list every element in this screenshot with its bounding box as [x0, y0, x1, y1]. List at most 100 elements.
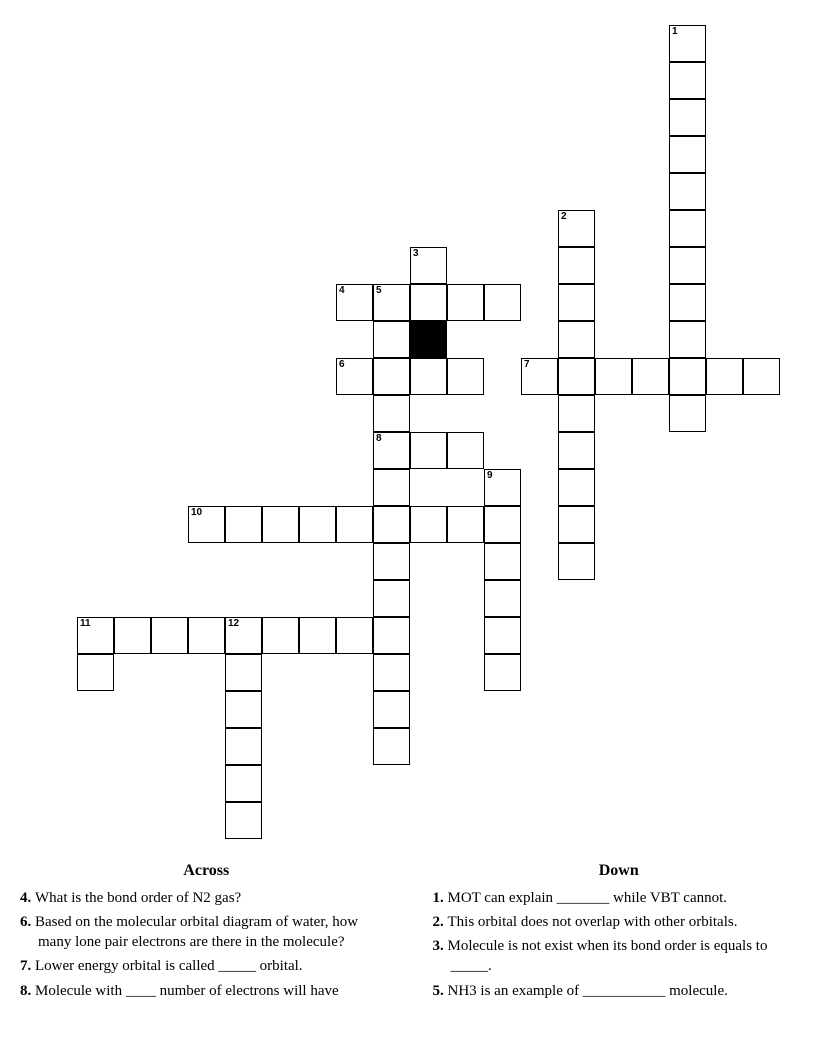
crossword-cell[interactable]: [373, 580, 410, 617]
across-list: 4. What is the bond order of N2 gas?6. B…: [20, 888, 393, 1001]
crossword-cell[interactable]: 5: [373, 284, 410, 321]
cell-number: 4: [339, 286, 345, 296]
crossword-cell[interactable]: [77, 654, 114, 691]
crossword-cell[interactable]: [373, 506, 410, 543]
crossword-cell[interactable]: [373, 395, 410, 432]
crossword-cell[interactable]: [447, 506, 484, 543]
crossword-cell[interactable]: [669, 173, 706, 210]
crossword-cell[interactable]: [669, 395, 706, 432]
clue-number: 6.: [20, 914, 35, 930]
cell-number: 1: [672, 27, 678, 37]
cell-number: 11: [80, 619, 91, 629]
crossword-cell[interactable]: [188, 617, 225, 654]
crossword-cell[interactable]: [484, 506, 521, 543]
crossword-cell[interactable]: [299, 617, 336, 654]
crossword-cell[interactable]: [558, 247, 595, 284]
crossword-cell[interactable]: [669, 358, 706, 395]
crossword-cell[interactable]: [447, 358, 484, 395]
clues-section: Across 4. What is the bond order of N2 g…: [20, 860, 805, 1005]
crossword-cell[interactable]: [595, 358, 632, 395]
clue-number: 1.: [433, 890, 448, 906]
crossword-cell[interactable]: [669, 210, 706, 247]
crossword-cell[interactable]: 11: [77, 617, 114, 654]
crossword-cell[interactable]: 7: [521, 358, 558, 395]
crossword-cell[interactable]: [669, 247, 706, 284]
crossword-cell[interactable]: 9: [484, 469, 521, 506]
crossword-cell[interactable]: [225, 654, 262, 691]
crossword-cell[interactable]: [669, 62, 706, 99]
crossword-cell[interactable]: [558, 469, 595, 506]
crossword-cell[interactable]: 8: [373, 432, 410, 469]
crossword-cell[interactable]: [114, 617, 151, 654]
crossword-cell[interactable]: [484, 654, 521, 691]
crossword-cell[interactable]: [373, 654, 410, 691]
clue-text: Lower energy orbital is called _____ orb…: [35, 958, 303, 974]
crossword-cell[interactable]: [558, 284, 595, 321]
crossword-cell[interactable]: [484, 580, 521, 617]
crossword-cell[interactable]: [225, 691, 262, 728]
cell-number: 5: [376, 286, 382, 296]
crossword-cell[interactable]: [410, 284, 447, 321]
crossword-cell[interactable]: [558, 395, 595, 432]
cell-number: 9: [487, 471, 493, 481]
crossword-cell[interactable]: [632, 358, 669, 395]
crossword-cell[interactable]: 4: [336, 284, 373, 321]
crossword-cell[interactable]: 3: [410, 247, 447, 284]
crossword-cell[interactable]: [484, 543, 521, 580]
crossword-cell[interactable]: 6: [336, 358, 373, 395]
crossword-cell[interactable]: [410, 506, 447, 543]
crossword-cell[interactable]: [336, 506, 373, 543]
crossword-cell[interactable]: [558, 543, 595, 580]
crossword-cell[interactable]: [706, 358, 743, 395]
crossword-cell[interactable]: 10: [188, 506, 225, 543]
crossword-cell[interactable]: [410, 358, 447, 395]
crossword-cell[interactable]: [558, 432, 595, 469]
down-column: Down 1. MOT can explain _______ while VB…: [433, 860, 806, 1005]
crossword-cell[interactable]: [262, 617, 299, 654]
crossword-cell[interactable]: [336, 617, 373, 654]
clue-text: This orbital does not overlap with other…: [448, 914, 738, 930]
crossword-cell[interactable]: [410, 432, 447, 469]
crossword-cell[interactable]: [299, 506, 336, 543]
crossword-cell[interactable]: [558, 358, 595, 395]
crossword-cell[interactable]: 12: [225, 617, 262, 654]
crossword-cell[interactable]: [484, 284, 521, 321]
crossword-cell[interactable]: [558, 321, 595, 358]
crossword-cell[interactable]: [447, 284, 484, 321]
cell-number: 7: [524, 360, 530, 370]
crossword-cell[interactable]: [225, 506, 262, 543]
clue-text: Molecule with ____ number of electrons w…: [35, 983, 339, 999]
crossword-cell[interactable]: [262, 506, 299, 543]
crossword-cell[interactable]: [669, 284, 706, 321]
cell-number: 10: [191, 508, 202, 518]
clue-text: What is the bond order of N2 gas?: [35, 890, 241, 906]
crossword-cell[interactable]: [669, 136, 706, 173]
crossword-grid: 123456789101112: [20, 20, 805, 850]
clue-number: 5.: [433, 983, 448, 999]
crossword-cell[interactable]: [373, 617, 410, 654]
crossword-cell[interactable]: 2: [558, 210, 595, 247]
crossword-cell[interactable]: [669, 321, 706, 358]
clue-item: 1. MOT can explain _______ while VBT can…: [433, 888, 806, 908]
crossword-cell[interactable]: [484, 617, 521, 654]
clue-item: 3. Molecule is not exist when its bond o…: [433, 936, 806, 977]
crossword-cell[interactable]: [669, 99, 706, 136]
cell-number: 6: [339, 360, 345, 370]
crossword-cell[interactable]: [373, 728, 410, 765]
crossword-cell[interactable]: [373, 321, 410, 358]
crossword-cell[interactable]: [225, 802, 262, 839]
clue-item: 6. Based on the molecular orbital diagra…: [20, 912, 393, 953]
crossword-cell[interactable]: [151, 617, 188, 654]
crossword-cell[interactable]: [447, 432, 484, 469]
crossword-cell[interactable]: [373, 691, 410, 728]
crossword-cell[interactable]: [373, 358, 410, 395]
clue-item: 2. This orbital does not overlap with ot…: [433, 912, 806, 932]
crossword-cell[interactable]: [743, 358, 780, 395]
crossword-cell[interactable]: 1: [669, 25, 706, 62]
crossword-cell[interactable]: [373, 469, 410, 506]
crossword-cell[interactable]: [373, 543, 410, 580]
across-heading: Across: [20, 860, 393, 882]
crossword-cell[interactable]: [225, 765, 262, 802]
crossword-cell[interactable]: [558, 506, 595, 543]
crossword-cell[interactable]: [225, 728, 262, 765]
